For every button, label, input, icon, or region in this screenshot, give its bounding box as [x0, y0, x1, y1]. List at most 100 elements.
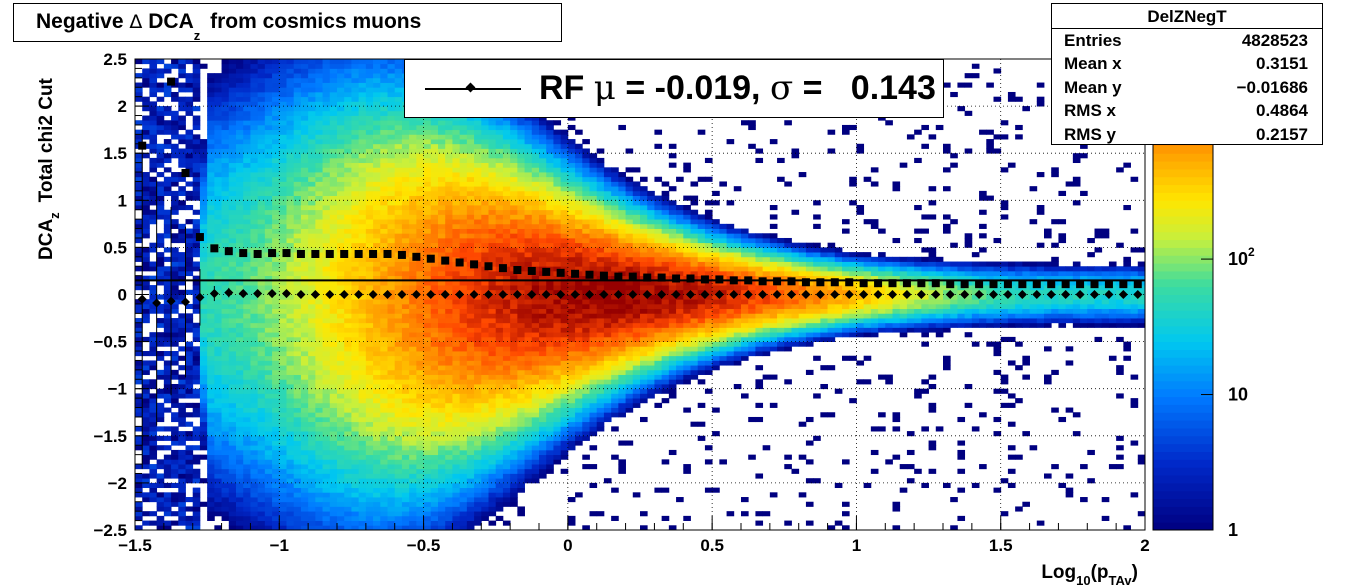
- heatmap-cell: [264, 77, 273, 83]
- heatmap-cell: [409, 468, 417, 474]
- heatmap-cell: [236, 332, 244, 338]
- heatmap-cell: [185, 110, 194, 116]
- heatmap-cell: [373, 318, 381, 324]
- heatmap-cell: [322, 322, 331, 328]
- heatmap-cell: [185, 473, 194, 479]
- heatmap-cell: [445, 252, 453, 258]
- heatmap-cell: [502, 252, 511, 258]
- heatmap-cell: [207, 172, 215, 178]
- heatmap-cell: [279, 313, 287, 319]
- heatmap-cell: [178, 270, 186, 277]
- heatmap-cell: [445, 289, 453, 295]
- heatmap-cell: [474, 492, 482, 498]
- heatmap-cell: [373, 101, 381, 107]
- heatmap-cell: [430, 369, 439, 375]
- heatmap-cell: [293, 482, 302, 489]
- heatmap-cell: [365, 346, 374, 352]
- heatmap-cell: [171, 91, 179, 98]
- heatmap-cell: [416, 228, 424, 234]
- heatmap-cell: [495, 209, 504, 215]
- heatmap-cell: [373, 266, 381, 272]
- heatmap-cell: [214, 110, 222, 116]
- heatmap-cell: [264, 497, 273, 503]
- heatmap-cell: [329, 172, 338, 178]
- heatmap-cell: [445, 492, 453, 498]
- heatmap-cell: [142, 388, 150, 394]
- heatmap-cell: [380, 172, 388, 178]
- heatmap-cell: [380, 233, 388, 239]
- heatmap-cell: [409, 190, 417, 196]
- heatmap-cell: [394, 172, 403, 178]
- heatmap-cell: [308, 77, 316, 83]
- heatmap-cell: [365, 327, 374, 333]
- heatmap-cell: [207, 167, 215, 173]
- heatmap-cell: [300, 115, 309, 121]
- heatmap-cell: [423, 153, 432, 159]
- heatmap-cell: [466, 478, 475, 484]
- heatmap-cell: [510, 157, 518, 164]
- heatmap-cell: [178, 275, 186, 281]
- heatmap-cell: [401, 143, 410, 149]
- heatmap-cell: [423, 383, 432, 390]
- heatmap-cell: [300, 407, 309, 413]
- heatmap-cell: [510, 421, 518, 427]
- heatmap-cell: [293, 139, 302, 145]
- heatmap-cell: [228, 82, 237, 88]
- heatmap-cell: [257, 464, 266, 470]
- heatmap-cell: [308, 237, 316, 244]
- heatmap-cell: [163, 143, 172, 149]
- heatmap-cell: [502, 134, 511, 140]
- heatmap-cell: [365, 355, 374, 361]
- heatmap-cell: [495, 270, 504, 277]
- heatmap-cell: [344, 172, 352, 178]
- heatmap-cell: [236, 96, 244, 102]
- heatmap-cell: [488, 374, 497, 380]
- heatmap-cell: [228, 346, 237, 352]
- heatmap-cell: [495, 398, 504, 404]
- heatmap-cell: [387, 110, 396, 116]
- heatmap-cell: [156, 341, 165, 347]
- heatmap-cell: [279, 148, 287, 154]
- heatmap-cell: [192, 346, 201, 352]
- heatmap-cell: [236, 520, 244, 526]
- heatmap-cell: [236, 459, 244, 465]
- heatmap-cell: [250, 280, 259, 286]
- heatmap-cell: [329, 435, 338, 441]
- heatmap-cell: [423, 228, 432, 234]
- heatmap-cell: [207, 322, 215, 328]
- heatmap-cell: [192, 351, 201, 357]
- heatmap-cell: [286, 445, 295, 451]
- heatmap-cell: [337, 237, 345, 244]
- heatmap-cell: [264, 308, 273, 314]
- heatmap-cell: [264, 346, 273, 352]
- heatmap-cell: [409, 266, 417, 272]
- heatmap-cell: [495, 355, 504, 361]
- heatmap-cell: [329, 153, 338, 159]
- heatmap-cell: [142, 459, 150, 465]
- heatmap-cell: [416, 421, 424, 427]
- heatmap-cell: [315, 129, 323, 135]
- heatmap-cell: [279, 459, 287, 465]
- heatmap-cell: [322, 449, 331, 456]
- heatmap-cell: [250, 162, 259, 168]
- heatmap-cell: [380, 313, 388, 319]
- heatmap-cell: [373, 379, 381, 385]
- heatmap-cell: [387, 374, 396, 380]
- heatmap-cell: [236, 124, 244, 131]
- heatmap-cell: [243, 388, 251, 394]
- heatmap-cell: [163, 120, 172, 126]
- heatmap-cell: [322, 68, 331, 74]
- heatmap-cell: [308, 511, 316, 517]
- heatmap-cell: [279, 501, 287, 507]
- heatmap-cell: [510, 383, 518, 390]
- heatmap-cell: [445, 506, 453, 512]
- heatmap-cell: [337, 294, 345, 300]
- heatmap-cell: [250, 143, 259, 149]
- heatmap-cell: [250, 242, 259, 248]
- heatmap-cell: [221, 294, 230, 300]
- heatmap-cell: [257, 280, 266, 286]
- heatmap-cell: [409, 219, 417, 225]
- heatmap-cell: [236, 228, 244, 234]
- heatmap-cell: [387, 440, 396, 446]
- heatmap-cell: [221, 172, 230, 178]
